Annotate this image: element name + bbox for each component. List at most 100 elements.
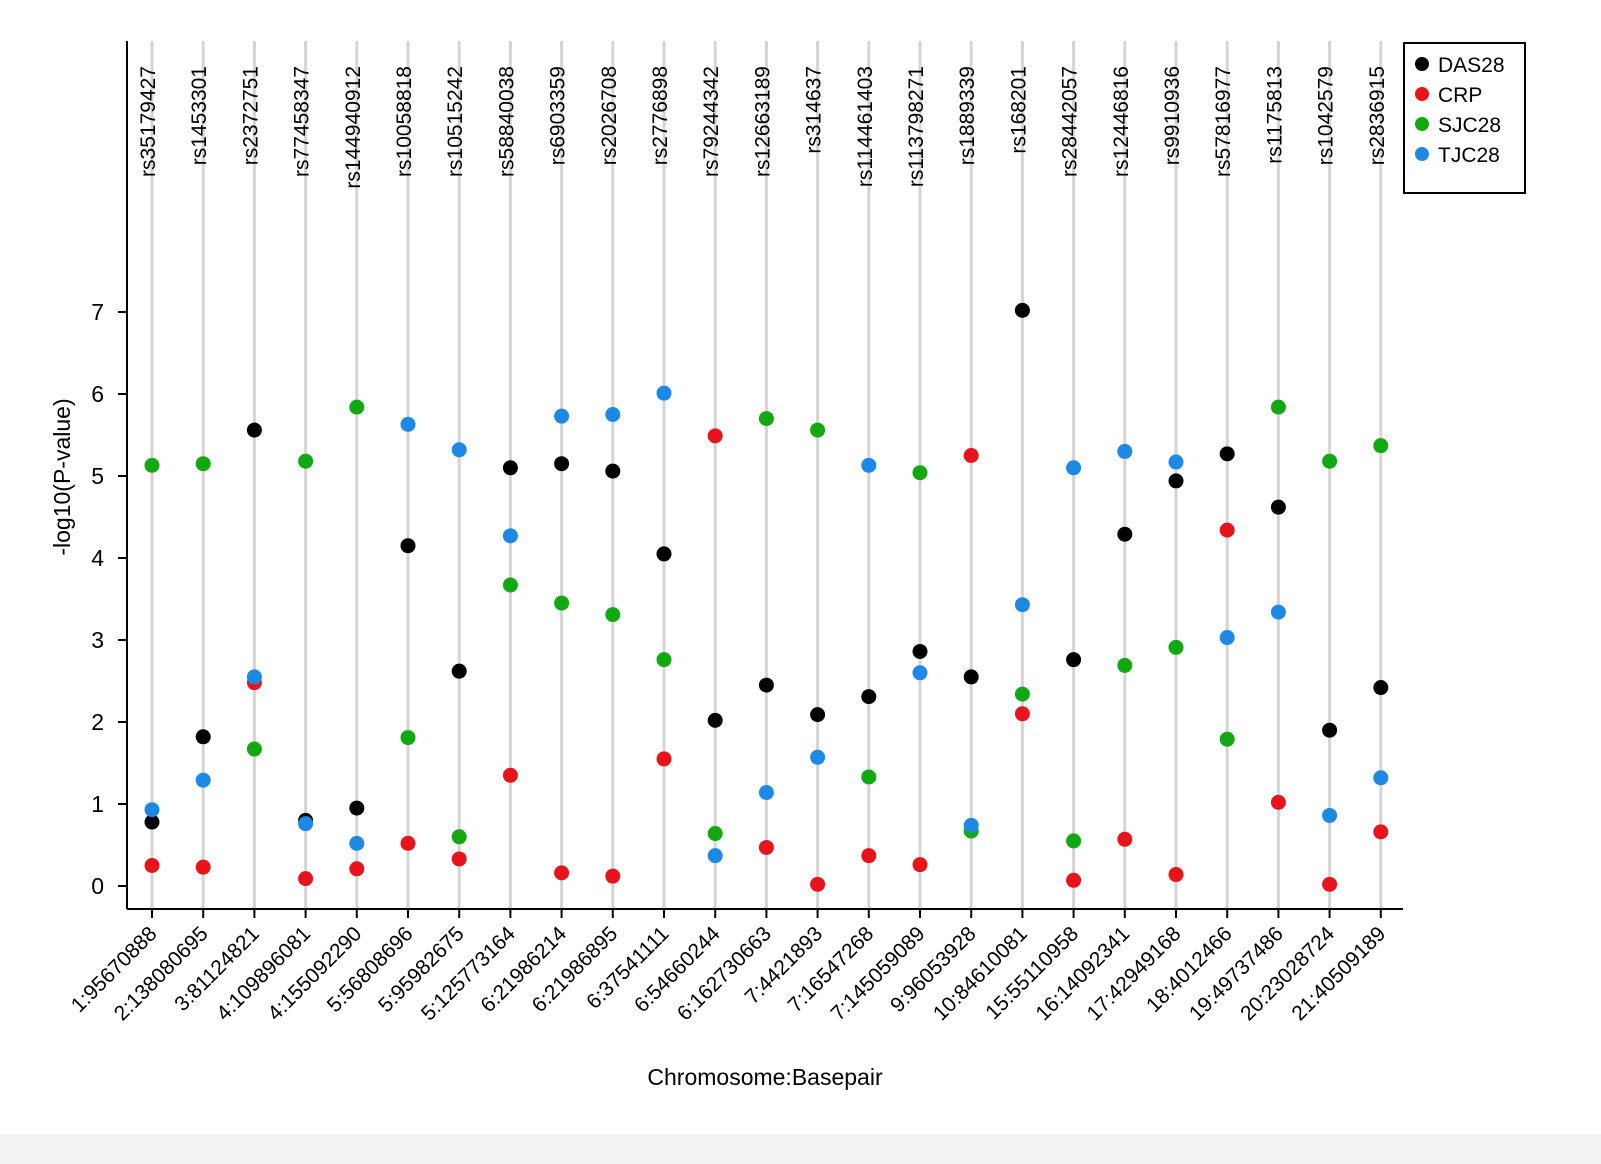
- point-sjc28: [1322, 453, 1338, 469]
- point-das28: [400, 538, 416, 554]
- legend: DAS28 CRP SJC28 TJC28: [1403, 42, 1526, 194]
- point-tjc28: [1168, 454, 1184, 470]
- point-tjc28: [758, 785, 774, 801]
- point-crp: [1219, 522, 1235, 538]
- point-tjc28: [963, 817, 979, 833]
- point-crp: [298, 871, 314, 887]
- point-tjc28: [502, 528, 518, 544]
- point-tjc28: [656, 385, 672, 401]
- snp-label: rs35179427: [137, 66, 160, 177]
- point-sjc28: [451, 829, 467, 845]
- y-ticks: 0 1 2 3 4 5 6 7: [91, 299, 127, 899]
- point-crp: [195, 859, 211, 875]
- point-sjc28: [246, 741, 262, 757]
- point-das28: [554, 456, 570, 472]
- legend-label-das28: DAS28: [1438, 54, 1505, 77]
- point-tjc28: [1014, 597, 1030, 613]
- point-sjc28: [298, 453, 314, 469]
- point-sjc28: [758, 411, 774, 427]
- point-tjc28: [195, 772, 211, 788]
- point-sjc28: [1117, 657, 1133, 673]
- legend-label-sjc28: SJC28: [1438, 114, 1501, 137]
- point-das28: [1270, 499, 1286, 515]
- point-das28: [707, 712, 723, 728]
- point-crp: [1322, 876, 1338, 892]
- point-crp: [554, 865, 570, 881]
- point-sjc28: [400, 730, 416, 746]
- snp-label: rs9910936: [1161, 66, 1184, 165]
- point-das28: [195, 729, 211, 745]
- point-das28: [1168, 473, 1184, 489]
- point-crp: [1270, 794, 1286, 810]
- point-tjc28: [810, 749, 826, 765]
- point-sjc28: [502, 577, 518, 593]
- point-crp: [1168, 867, 1184, 883]
- y-tick-label: 0: [91, 873, 104, 899]
- point-sjc28: [349, 399, 365, 415]
- point-sjc28: [144, 457, 160, 473]
- point-crp: [400, 835, 416, 851]
- point-sjc28: [1373, 438, 1389, 454]
- point-sjc28: [195, 456, 211, 472]
- snp-label: rs1042579: [1315, 66, 1338, 165]
- point-sjc28: [810, 422, 826, 438]
- x-ticks: 1:956708882:1380806953:811248214:1098960…: [67, 909, 1390, 1025]
- legend-marker-das28: [1415, 57, 1429, 71]
- point-tjc28: [1219, 630, 1235, 646]
- legend-marker-crp: [1415, 87, 1429, 101]
- snp-label: rs168201: [1007, 66, 1030, 154]
- snp-label: rs10515242: [444, 66, 467, 177]
- snp-label: rs1889339: [956, 66, 979, 165]
- snp-label: rs1175813: [1263, 66, 1286, 164]
- y-tick-label: 4: [91, 545, 104, 571]
- point-sjc28: [1066, 833, 1082, 849]
- y-tick-label: 6: [91, 381, 104, 407]
- point-das28: [963, 669, 979, 685]
- point-sjc28: [861, 769, 877, 785]
- snp-label: rs114461403: [854, 66, 877, 187]
- snp-labels: rs35179427 rs1453301 rs2372751 rs77458347 rs…: [137, 66, 1389, 189]
- point-das28: [1014, 302, 1030, 318]
- point-das28: [1373, 680, 1389, 696]
- snp-label: rs6903359: [547, 66, 570, 165]
- point-tjc28: [1066, 460, 1082, 476]
- point-das28: [861, 689, 877, 705]
- legend-marker-sjc28: [1415, 117, 1429, 131]
- point-das28: [810, 707, 826, 723]
- snp-label: rs12446816: [1110, 66, 1133, 177]
- point-das28: [912, 643, 928, 659]
- point-sjc28: [605, 607, 621, 623]
- y-axis-title: -log10(P-value): [49, 398, 75, 555]
- snp-label: rs314637: [803, 66, 826, 154]
- snp-label: rs57816977: [1212, 66, 1235, 177]
- point-das28: [1322, 722, 1338, 738]
- point-crp: [912, 857, 928, 873]
- point-das28: [1117, 526, 1133, 542]
- point-crp: [861, 848, 877, 864]
- point-sjc28: [912, 465, 928, 481]
- point-das28: [451, 663, 467, 679]
- snp-label: rs144940912: [342, 66, 365, 189]
- snp-label: rs2372751: [239, 66, 262, 165]
- point-sjc28: [1168, 639, 1184, 655]
- point-tjc28: [298, 816, 314, 832]
- point-tjc28: [1117, 443, 1133, 459]
- point-crp: [707, 428, 723, 444]
- point-crp: [758, 839, 774, 855]
- point-sjc28: [554, 595, 570, 611]
- snp-label: rs10058818: [393, 66, 416, 177]
- data-points: [144, 302, 1389, 892]
- y-tick-label: 1: [91, 791, 104, 817]
- point-crp: [451, 851, 467, 867]
- legend-label-crp: CRP: [1438, 84, 1482, 107]
- point-crp: [144, 858, 160, 873]
- point-crp: [605, 868, 621, 884]
- snp-label: rs58840038: [495, 66, 518, 177]
- point-tjc28: [605, 407, 621, 422]
- point-crp: [1373, 824, 1389, 840]
- point-das28: [246, 422, 262, 438]
- snp-label: rs77458347: [291, 66, 314, 177]
- point-tjc28: [912, 665, 928, 681]
- point-crp: [1014, 706, 1030, 722]
